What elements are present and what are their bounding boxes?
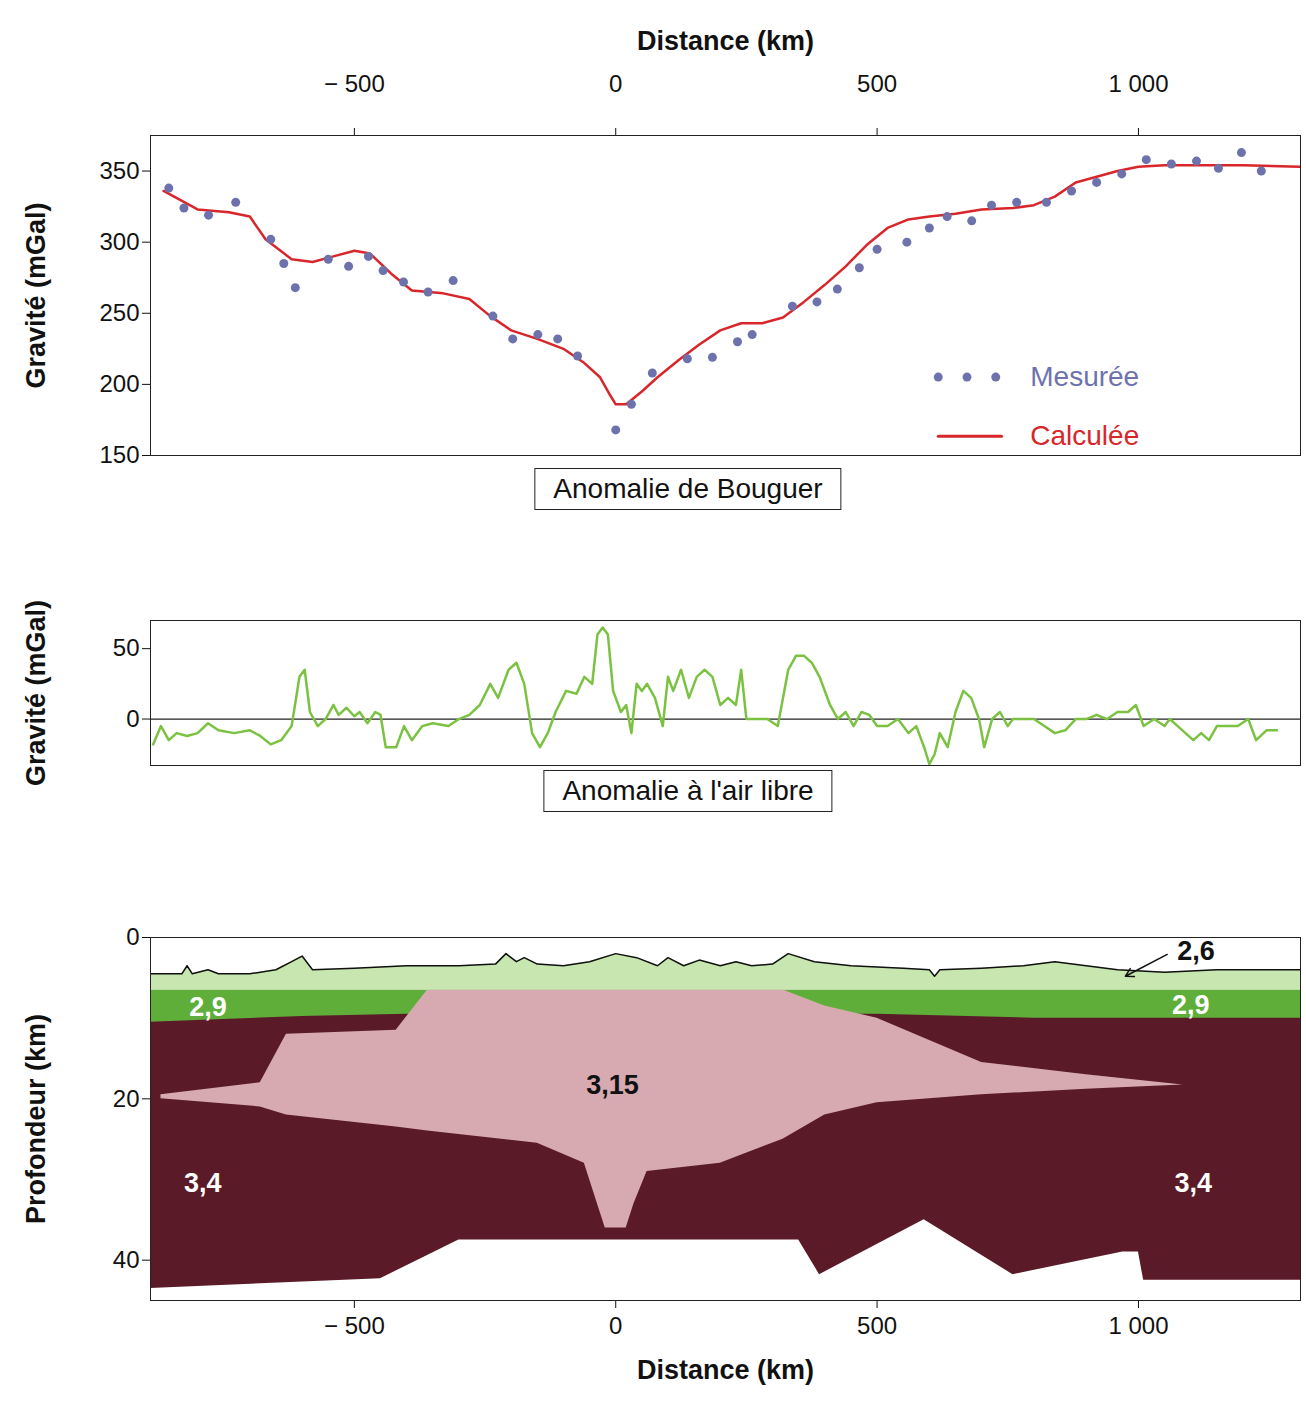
svg-text:200: 200 xyxy=(99,370,139,397)
svg-text:1 000: 1 000 xyxy=(1108,1312,1168,1339)
svg-text:350: 350 xyxy=(99,157,139,184)
svg-text:500: 500 xyxy=(857,1312,897,1339)
svg-text:Profondeur (km): Profondeur (km) xyxy=(21,1014,51,1224)
svg-text:3,4: 3,4 xyxy=(184,1168,222,1198)
html-text:Anomalie à l'air libre: Anomalie à l'air libre xyxy=(562,775,814,806)
html-text:Anomalie de Bouguer: Anomalie de Bouguer xyxy=(553,473,823,504)
svg-text:3,4: 3,4 xyxy=(1175,1168,1213,1198)
svg-text:− 500: − 500 xyxy=(324,1312,385,1339)
svg-text:2,6: 2,6 xyxy=(1177,936,1215,966)
svg-text:0: 0 xyxy=(609,70,622,97)
svg-text:Calculée: Calculée xyxy=(1030,420,1139,451)
svg-text:1 000: 1 000 xyxy=(1108,70,1168,97)
svg-text:250: 250 xyxy=(99,299,139,326)
svg-text:500: 500 xyxy=(857,70,897,97)
svg-text:0: 0 xyxy=(126,923,139,950)
svg-text:Gravité (mGal): Gravité (mGal) xyxy=(21,202,51,388)
svg-text:− 500: − 500 xyxy=(324,70,385,97)
svg-text:Gravité (mGal): Gravité (mGal) xyxy=(21,600,51,786)
svg-text:0: 0 xyxy=(609,1312,622,1339)
svg-text:150: 150 xyxy=(99,441,139,468)
svg-text:3,15: 3,15 xyxy=(586,1070,639,1100)
svg-text:20: 20 xyxy=(113,1085,140,1112)
svg-text:50: 50 xyxy=(113,634,140,661)
svg-text:Distance (km): Distance (km) xyxy=(637,26,814,56)
svg-text:40: 40 xyxy=(113,1246,140,1273)
svg-text:2,9: 2,9 xyxy=(189,992,227,1022)
svg-text:300: 300 xyxy=(99,228,139,255)
svg-text:2,9: 2,9 xyxy=(1172,990,1210,1020)
svg-text:Mesurée: Mesurée xyxy=(1030,361,1139,392)
svg-text:0: 0 xyxy=(126,705,139,732)
svg-text:Distance (km): Distance (km) xyxy=(637,1355,814,1385)
